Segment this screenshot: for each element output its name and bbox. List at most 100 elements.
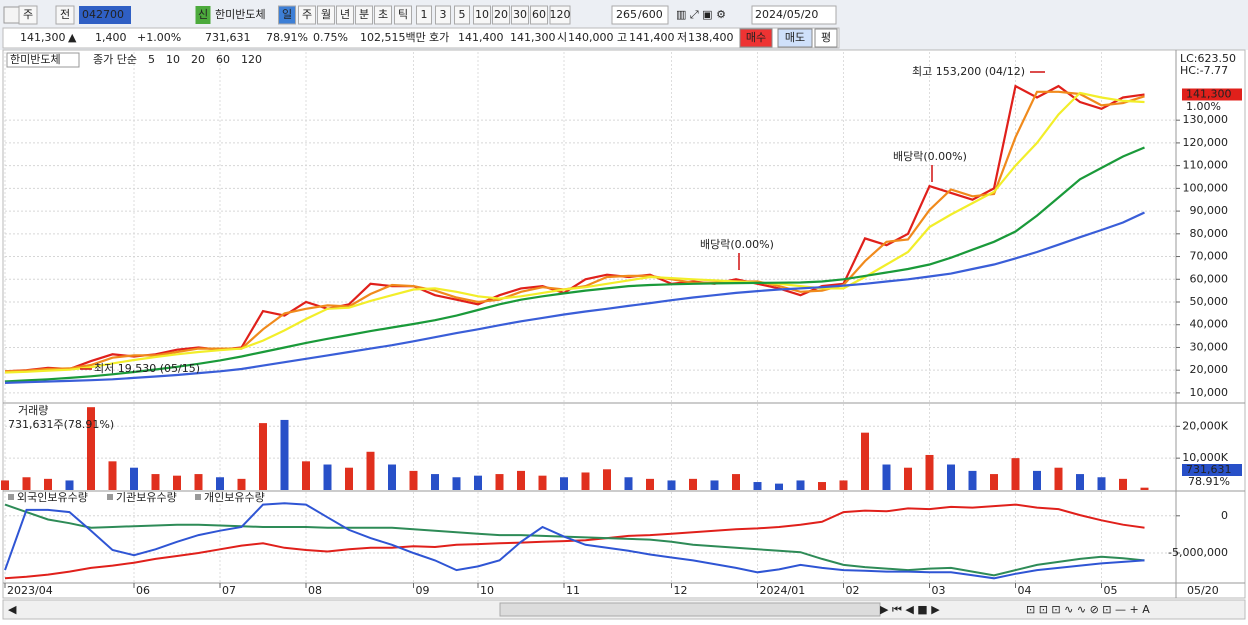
y-tick-label: 30,000	[1190, 340, 1229, 353]
legend-label: 731,631주(78.91%)	[8, 418, 114, 431]
legend-entry: 외국인보유수량	[17, 491, 88, 504]
toolbar-label[interactable]: 30	[513, 8, 527, 21]
toolbar-button[interactable]	[55, 5, 75, 25]
toolbar-button[interactable]	[317, 5, 335, 25]
quote-field: 141,400	[458, 31, 504, 44]
quote-bg	[2, 27, 840, 49]
series-line	[4, 502, 1145, 580]
toolbar-button[interactable]	[18, 5, 38, 25]
volume-bar	[409, 470, 418, 490]
chart-tools[interactable]: ⊡ ⊡ ⊡ ∿ ∿ ⊘ ⊡ — + A	[1026, 603, 1150, 616]
volume-bar	[173, 475, 181, 490]
toolbar-label[interactable]: 분	[359, 8, 369, 21]
quote-field: 고	[617, 31, 627, 44]
chart-frame	[2, 49, 1246, 599]
legend-swatch	[195, 494, 201, 500]
annotation: 1.00%	[1186, 100, 1221, 113]
volume-bar	[710, 480, 719, 490]
volume-bar	[538, 475, 547, 490]
legend-entry: 60	[216, 53, 230, 66]
y-tick-label: -5,000,000	[1168, 546, 1228, 559]
quote-button[interactable]	[777, 28, 813, 48]
x-tick-label: 04	[1018, 584, 1032, 597]
x-tick-label: 06	[136, 584, 150, 597]
x-end-label: 05/20	[1187, 584, 1219, 597]
menu-icon[interactable]	[3, 6, 21, 24]
x-tick-label: 2023/04	[7, 584, 53, 597]
scroll-left[interactable]: ◀	[8, 603, 17, 616]
volume-bar	[44, 478, 52, 490]
volume-bar	[1011, 458, 1020, 490]
y-tick-label: 40,000	[1190, 318, 1229, 331]
toolbar-button[interactable]	[549, 5, 571, 25]
quote-field: 102,515백만	[360, 31, 426, 44]
toolbar-label[interactable]: 3	[440, 8, 447, 21]
toolbar-label[interactable]: 월	[321, 8, 331, 21]
legend-title: 거래량	[18, 404, 48, 417]
toolbar-label[interactable]: 틱	[398, 8, 408, 21]
toolbar-button[interactable]	[195, 6, 211, 24]
volume-bar	[280, 419, 289, 490]
volume-label-box	[1182, 464, 1242, 476]
scroll-thumb[interactable]	[499, 602, 881, 617]
toolbar-button[interactable]	[355, 5, 373, 25]
toolbar-label[interactable]: 초	[378, 8, 388, 21]
quote-button-label[interactable]: 평	[821, 31, 831, 44]
toolbar-button[interactable]	[530, 5, 548, 25]
volume-bar	[517, 470, 525, 490]
quote-field: 78.91%	[266, 31, 308, 44]
toolbar-label[interactable]: 전	[60, 8, 70, 21]
annotation: 최저 19,530 (05/15)	[94, 362, 200, 375]
legend-entry: 기관보유수량	[116, 491, 177, 504]
toolbar-label[interactable]: 주	[302, 8, 312, 21]
toolbar-label[interactable]: 042700	[82, 8, 124, 21]
volume-bar	[259, 423, 267, 490]
icons: ▥ ⤢ ▣ ⚙	[676, 8, 726, 21]
toolbar-button[interactable]	[278, 5, 296, 25]
toolbar-button[interactable]	[454, 5, 470, 25]
series-line	[4, 91, 1145, 374]
quote-field: +1.00%	[137, 31, 181, 44]
toolbar-button[interactable]	[511, 5, 529, 25]
toolbar-button[interactable]	[336, 5, 354, 25]
toolbar-button[interactable]	[394, 5, 412, 25]
toolbar-button[interactable]	[492, 5, 510, 25]
toolbar-label[interactable]: 20	[494, 8, 508, 21]
quote-button-label[interactable]: 매도	[785, 31, 805, 44]
plot: 2023/04 06 07 08 09 10 11 12 2024/01 02 03 04 05 05/2…	[1, 52, 1242, 597]
volume-bar	[925, 454, 934, 490]
annotation: HC:-7.77	[1180, 64, 1228, 77]
volume-bar	[1033, 470, 1041, 490]
volume-bar	[560, 477, 568, 490]
toolbar-button[interactable]	[416, 5, 432, 25]
volume-label: 731,631	[1186, 463, 1232, 476]
toolbar-button[interactable]	[79, 6, 131, 24]
toolbar-label[interactable]: 1	[421, 8, 428, 21]
volume-bar	[495, 474, 504, 490]
scroll-right[interactable]: ▶ ⏮ ◀ ■ ▶	[880, 603, 940, 616]
volume-bar	[603, 469, 611, 490]
toolbar: 주 전 042700 신 한미반도체 일 주 월 년 분 초 틱 1 3 5 10 20 30 60 120 265/6…	[18, 5, 837, 25]
quote-button[interactable]	[739, 28, 773, 48]
volume-bar	[65, 480, 74, 490]
toolbar-label[interactable]: 10	[475, 8, 489, 21]
y-tick-label: 70,000	[1190, 250, 1229, 263]
volume-bar	[796, 480, 805, 490]
toolbar-button[interactable]	[435, 5, 451, 25]
date-box[interactable]	[751, 5, 837, 25]
toolbar-label[interactable]: 120	[550, 8, 571, 21]
quote-button-label[interactable]: 매수	[746, 31, 766, 44]
toolbar-label[interactable]: 신	[198, 8, 208, 21]
y-tick-label: 10,000	[1190, 386, 1229, 399]
toolbar-label[interactable]: 한미반도체	[215, 8, 266, 21]
toolbar-label[interactable]: 주	[23, 8, 33, 21]
toolbar-label[interactable]: 일	[282, 7, 292, 21]
toolbar-label[interactable]: 년	[340, 8, 350, 21]
toolbar-label[interactable]: 5	[459, 8, 466, 21]
quote-button[interactable]	[814, 28, 838, 48]
toolbar-label[interactable]: 60	[532, 8, 546, 21]
toolbar-button[interactable]	[298, 5, 316, 25]
volume-bar	[990, 474, 998, 490]
toolbar-button[interactable]	[374, 5, 392, 25]
toolbar-button[interactable]	[473, 5, 491, 25]
